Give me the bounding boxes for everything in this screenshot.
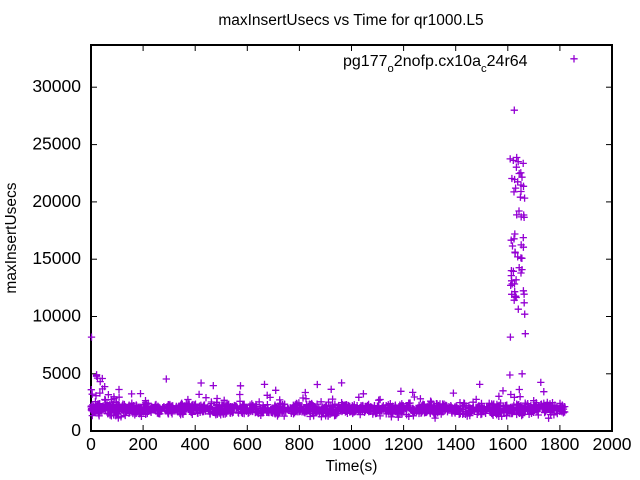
svg-text:600: 600	[233, 434, 262, 454]
svg-text:30000: 30000	[32, 76, 81, 96]
svg-text:Time(s): Time(s)	[326, 458, 378, 475]
svg-text:1200: 1200	[384, 434, 423, 454]
svg-text:1800: 1800	[540, 434, 579, 454]
svg-text:maxInsertUsecs: maxInsertUsecs	[3, 182, 20, 293]
svg-text:15000: 15000	[32, 248, 81, 268]
svg-text:200: 200	[128, 434, 157, 454]
svg-text:1600: 1600	[488, 434, 527, 454]
svg-text:400: 400	[181, 434, 210, 454]
svg-text:20000: 20000	[32, 191, 81, 211]
svg-text:0: 0	[86, 434, 96, 454]
svg-text:maxInsertUsecs vs Time for qr1: maxInsertUsecs vs Time for qr1000.L5	[218, 12, 483, 29]
svg-text:0: 0	[71, 420, 81, 440]
svg-text:1400: 1400	[436, 434, 475, 454]
svg-text:5000: 5000	[42, 363, 81, 383]
svg-text:25000: 25000	[32, 134, 81, 154]
svg-text:2000: 2000	[593, 434, 632, 454]
svg-text:10000: 10000	[32, 306, 81, 326]
svg-text:800: 800	[285, 434, 314, 454]
svg-text:1000: 1000	[332, 434, 371, 454]
